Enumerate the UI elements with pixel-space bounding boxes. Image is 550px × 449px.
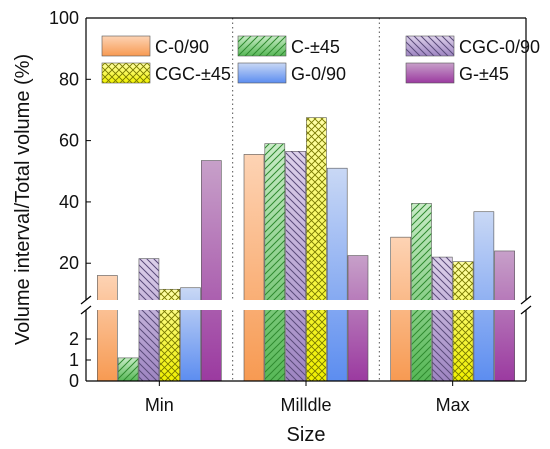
x-axis-label: Size [287, 424, 326, 446]
bar [201, 160, 222, 382]
break-mark [80, 295, 92, 305]
bar-hatch [453, 261, 474, 381]
bar-hatch [411, 203, 432, 381]
y-tick-label: 2 [69, 329, 79, 349]
bar [347, 255, 369, 382]
legend-label: G-±45 [459, 64, 509, 84]
bar [494, 250, 515, 382]
y-tick-label: 60 [59, 131, 79, 151]
legend-label: CGC-0/90 [459, 37, 540, 57]
bar [243, 154, 265, 382]
x-tick-label: Milldle [280, 395, 331, 415]
y-tick-label: 100 [49, 8, 79, 28]
legend-label: C-±45 [291, 37, 340, 57]
x-tick-label: Min [145, 395, 174, 415]
break-mark [520, 305, 532, 315]
legend-swatch [237, 62, 287, 84]
break-mark [80, 305, 92, 315]
legend-swatch [405, 62, 455, 84]
bar-hatch [306, 117, 327, 381]
y-tick-label: 80 [59, 69, 79, 89]
bar-hatch [432, 257, 453, 381]
y-tick-label: 0 [69, 371, 79, 391]
legend-swatch [101, 35, 151, 57]
bar [473, 211, 495, 382]
legend-swatch-hatch [238, 36, 286, 56]
bar-hatch [118, 357, 139, 381]
axis-break-band [83, 300, 529, 310]
bar [97, 275, 118, 382]
x-tick-label: Max [436, 395, 470, 415]
legend-label: G-0/90 [291, 64, 346, 84]
break-mark [520, 295, 532, 305]
bar-hatch [264, 143, 285, 381]
legend-label: C-0/90 [155, 37, 209, 57]
y-tick-label: 1 [69, 350, 79, 370]
y-tick-label: 40 [59, 192, 79, 212]
y-tick-label: 20 [59, 253, 79, 273]
legend-swatch-hatch [406, 36, 454, 56]
y-axis-label: Volume interval/Total volume (%) [12, 54, 34, 345]
bar-hatch [159, 289, 180, 381]
bar [326, 167, 348, 382]
legend-label: CGC-±45 [155, 64, 231, 84]
bar-hatch [285, 151, 306, 381]
legend-swatch-hatch [102, 63, 150, 83]
bar-hatch [138, 258, 159, 381]
